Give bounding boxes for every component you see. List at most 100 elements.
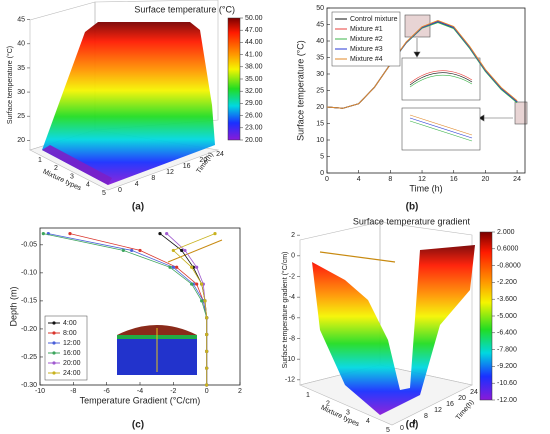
x-tick-label: 12 xyxy=(418,176,426,183)
x-tick-label: 16 xyxy=(450,176,458,183)
series-marker xyxy=(130,248,134,253)
surface-a xyxy=(42,22,215,185)
colorbar-tick-label: -2.200 xyxy=(497,279,517,286)
legend-label: Control mixture xyxy=(350,16,398,23)
series-marker xyxy=(183,248,187,253)
y-tick-label: 35 xyxy=(316,54,324,61)
time-tick-label: 16 xyxy=(183,163,191,170)
series-marker xyxy=(138,248,142,253)
legend-label: Mixture #3 xyxy=(350,46,383,53)
legend-label: 8:00 xyxy=(63,330,77,337)
z-tick-label: 25 xyxy=(17,113,25,120)
colorbar-tick-label: 41.00 xyxy=(245,51,263,58)
x-axis-label: Temperature Gradient (°C/cm) xyxy=(80,395,201,405)
arrow-c xyxy=(167,239,223,263)
mixture-tick-label: 4 xyxy=(86,182,90,189)
time-tick-label: 8 xyxy=(424,413,428,420)
panel-caption: (c) xyxy=(132,420,144,431)
colorbar-tick-label: 47.00 xyxy=(245,27,263,34)
legend-label: 16:00 xyxy=(63,350,81,357)
legend-marker xyxy=(52,341,56,345)
colorbar-tick-label: 0.6000 xyxy=(497,246,519,253)
z-tick-label: 30 xyxy=(17,89,25,96)
y-axis-label: Time(h) xyxy=(455,399,476,422)
colorbar-tick-label: 2.000 xyxy=(497,229,515,236)
y-tick-label: -0.10 xyxy=(21,270,37,277)
y-tick-label: 45 xyxy=(316,21,324,28)
mixture-tick-label: 1 xyxy=(38,157,42,164)
y-axis-label: Depth (m) xyxy=(8,286,18,326)
y-tick-label: 15 xyxy=(316,120,324,127)
mixture-tick-label: 4 xyxy=(366,418,370,425)
x-tick-label: 2 xyxy=(238,388,242,395)
x-tick-label: 4 xyxy=(357,176,361,183)
series-marker xyxy=(175,265,179,269)
panel-caption: (a) xyxy=(132,202,144,213)
x-tick-label: 24 xyxy=(513,176,521,183)
legend-marker xyxy=(52,331,56,335)
colorbar-title: Surface temperature (°C) xyxy=(134,4,235,14)
legend-label: 12:00 xyxy=(63,340,81,347)
x-tick-label: 8 xyxy=(388,176,392,183)
legend-label: 20:00 xyxy=(63,360,81,367)
colorbar-tick-label: 29.00 xyxy=(245,100,263,107)
time-tick-label: 0 xyxy=(118,187,122,194)
colorbar-tick-label: -9.200 xyxy=(497,363,517,370)
z-tick-label: 40 xyxy=(17,41,25,48)
series-marker xyxy=(180,248,184,253)
series-line xyxy=(172,233,216,385)
mixture-tick-label: 1 xyxy=(306,392,310,399)
legend-marker xyxy=(52,361,56,365)
x-tick-label: -10 xyxy=(35,388,45,395)
series-marker xyxy=(41,232,45,236)
surface-a-side xyxy=(42,145,112,185)
x-tick-label: -6 xyxy=(104,388,110,395)
series-marker xyxy=(200,282,204,286)
colorbar-tick-label: -12.00 xyxy=(497,397,517,404)
colorbar xyxy=(479,231,493,401)
colorbar-tick-label: -7.800 xyxy=(497,346,517,353)
x-tick-label: 0 xyxy=(205,388,209,395)
colorbar-tick-label: 50.00 xyxy=(245,15,263,22)
legend-label: Mixture #4 xyxy=(350,56,383,63)
legend-label: Mixture #2 xyxy=(350,36,383,43)
time-tick-label: 4 xyxy=(412,419,416,426)
z-tick-label: 45 xyxy=(17,16,25,23)
colorbar-tick-label: -0.8000 xyxy=(497,262,521,269)
y-tick-label: 10 xyxy=(316,137,324,144)
series-marker xyxy=(205,349,209,353)
z-tick-label: -10 xyxy=(285,356,295,363)
colorbar-tick-label: 35.00 xyxy=(245,76,263,83)
z-axis-label: Surface temperature gradient (°C/cm) xyxy=(281,252,289,369)
legend-label: 4:00 xyxy=(63,320,77,327)
series-marker xyxy=(168,265,172,269)
series-marker xyxy=(205,383,209,387)
inset-c xyxy=(117,325,197,375)
y-tick-label: 50 xyxy=(316,5,324,12)
y-tick-label: -0.15 xyxy=(21,298,37,305)
time-tick-label: 20 xyxy=(458,395,466,402)
z-tick-label: -8 xyxy=(289,335,295,342)
legend-marker xyxy=(52,351,56,355)
series-marker xyxy=(203,299,207,303)
y-tick-label: 25 xyxy=(316,87,324,94)
y-tick-label: -0.20 xyxy=(21,326,37,333)
colorbar-tick-label: 44.00 xyxy=(245,39,263,46)
z-tick-label: -4 xyxy=(289,294,295,301)
time-tick-label: 12 xyxy=(166,169,174,176)
x-tick-label: -4 xyxy=(137,388,143,395)
colorbar-title: Surface temperature gradient xyxy=(353,216,471,226)
z-tick-label: -2 xyxy=(289,273,295,280)
y-tick-label: 5 xyxy=(320,153,324,160)
y-tick-label: 20 xyxy=(316,104,324,111)
legend-marker xyxy=(52,371,56,375)
series-marker xyxy=(205,332,209,337)
panel-caption: (b) xyxy=(406,202,419,213)
colorbar-tick-label: -6.400 xyxy=(497,330,517,337)
series-marker xyxy=(171,265,175,269)
z-tick-label: 2 xyxy=(291,232,295,239)
colorbar-tick-label: -3.600 xyxy=(497,296,517,303)
series-marker xyxy=(165,232,169,236)
x-tick-label: -8 xyxy=(70,388,76,395)
